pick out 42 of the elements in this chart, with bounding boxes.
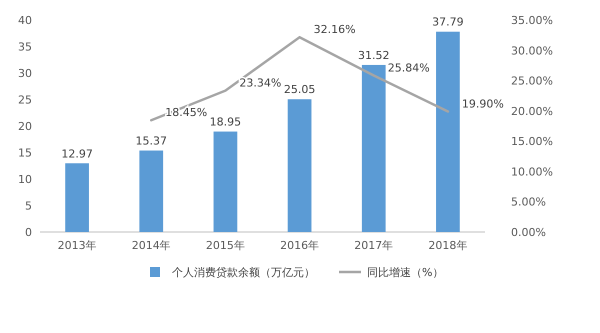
y-tick-label: 30 <box>18 67 32 80</box>
y-tick-label: 20 <box>18 120 32 133</box>
legend-label: 同比增速（%） <box>367 266 444 279</box>
x-tick-label: 2015年 <box>206 239 245 252</box>
data-label: 15.37 <box>136 134 167 148</box>
y-tick-label: 35 <box>18 40 32 54</box>
bar <box>288 99 312 232</box>
data-label: 37.79 <box>432 16 464 29</box>
y-tick-label: 0 <box>25 226 32 239</box>
bar <box>362 64 386 232</box>
data-label: 31.52 <box>358 48 390 62</box>
y2-tick-label: 35.00% <box>511 14 553 27</box>
legend-label: 个人消费贷款余额（万亿元） <box>172 266 315 279</box>
data-label: 23.34% <box>239 76 282 90</box>
y2-tick-label: 25.00% <box>511 74 553 88</box>
y2-tick-label: 10.00% <box>511 165 553 178</box>
data-label: 12.97 <box>61 147 93 160</box>
data-label: 32.16% <box>314 23 356 36</box>
bar <box>436 32 460 232</box>
data-label: 18.45% <box>165 106 208 120</box>
y2-tick-label: 15.00% <box>511 135 553 148</box>
y2-tick-label: 5.00% <box>511 196 546 209</box>
bar <box>65 163 89 232</box>
y2-tick-label: 20.00% <box>511 104 553 118</box>
y-tick-label: 40 <box>18 14 32 27</box>
bar <box>139 150 164 232</box>
x-tick-label: 2018年 <box>428 239 468 252</box>
data-label: 25.05 <box>284 83 316 96</box>
x-tick-label: 2013年 <box>58 239 97 252</box>
y-tick-label: 10 <box>18 173 32 186</box>
bar <box>214 132 238 232</box>
x-tick-label: 2016年 <box>280 239 320 252</box>
y-tick-label: 5 <box>25 200 32 212</box>
y2-tick-label: 0.00% <box>511 226 546 239</box>
data-label: 19.90% <box>462 97 504 110</box>
x-tick-label: 2017年 <box>354 239 394 252</box>
x-tick-label: 2014年 <box>132 239 171 252</box>
data-label: 18.95 <box>210 116 242 129</box>
y-tick-label: 25 <box>18 94 32 106</box>
data-label: 25.84% <box>388 61 430 74</box>
y2-tick-label: 30.00% <box>511 44 553 58</box>
y-tick-label: 15 <box>18 146 32 160</box>
